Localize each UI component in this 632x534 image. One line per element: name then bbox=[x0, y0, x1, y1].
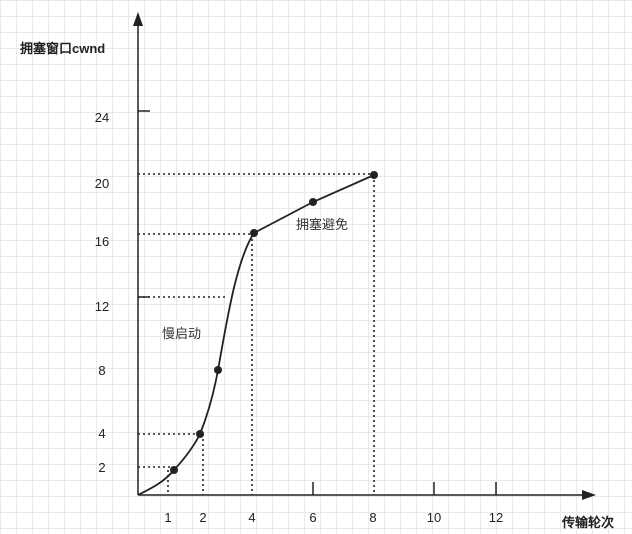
guide-lines bbox=[138, 173, 375, 495]
annotation-slow-start: 慢启动 bbox=[162, 326, 201, 341]
data-point bbox=[196, 430, 204, 438]
x-tick-label: 4 bbox=[248, 510, 255, 525]
cwnd-curve bbox=[137, 174, 375, 496]
x-axis-title: 传输轮次 bbox=[561, 515, 614, 530]
data-point bbox=[214, 366, 222, 374]
y-tick-label: 12 bbox=[95, 299, 109, 314]
y-tick-label: 8 bbox=[98, 363, 105, 378]
x-tick-label: 2 bbox=[199, 510, 206, 525]
x-tick-label: 12 bbox=[489, 510, 503, 525]
x-tick-label: 6 bbox=[309, 510, 316, 525]
x-tick-label: 8 bbox=[369, 510, 376, 525]
x-ticks: 1 2 4 6 8 10 12 bbox=[164, 482, 503, 525]
y-tick-label: 4 bbox=[98, 426, 105, 441]
annotation-congestion-avoidance: 拥塞避免 bbox=[296, 217, 348, 232]
y-tick-label: 2 bbox=[98, 460, 105, 475]
y-tick-label: 16 bbox=[95, 234, 109, 249]
data-point bbox=[250, 229, 258, 237]
y-tick-label: 20 bbox=[95, 176, 109, 191]
data-points bbox=[170, 171, 378, 474]
y-axis-title: 拥塞窗口cwnd bbox=[20, 41, 105, 56]
data-point bbox=[370, 171, 378, 179]
data-point bbox=[309, 198, 317, 206]
x-tick-label: 10 bbox=[427, 510, 441, 525]
data-point bbox=[170, 466, 178, 474]
x-tick-label: 1 bbox=[164, 510, 171, 525]
y-tick-label: 24 bbox=[95, 110, 109, 125]
